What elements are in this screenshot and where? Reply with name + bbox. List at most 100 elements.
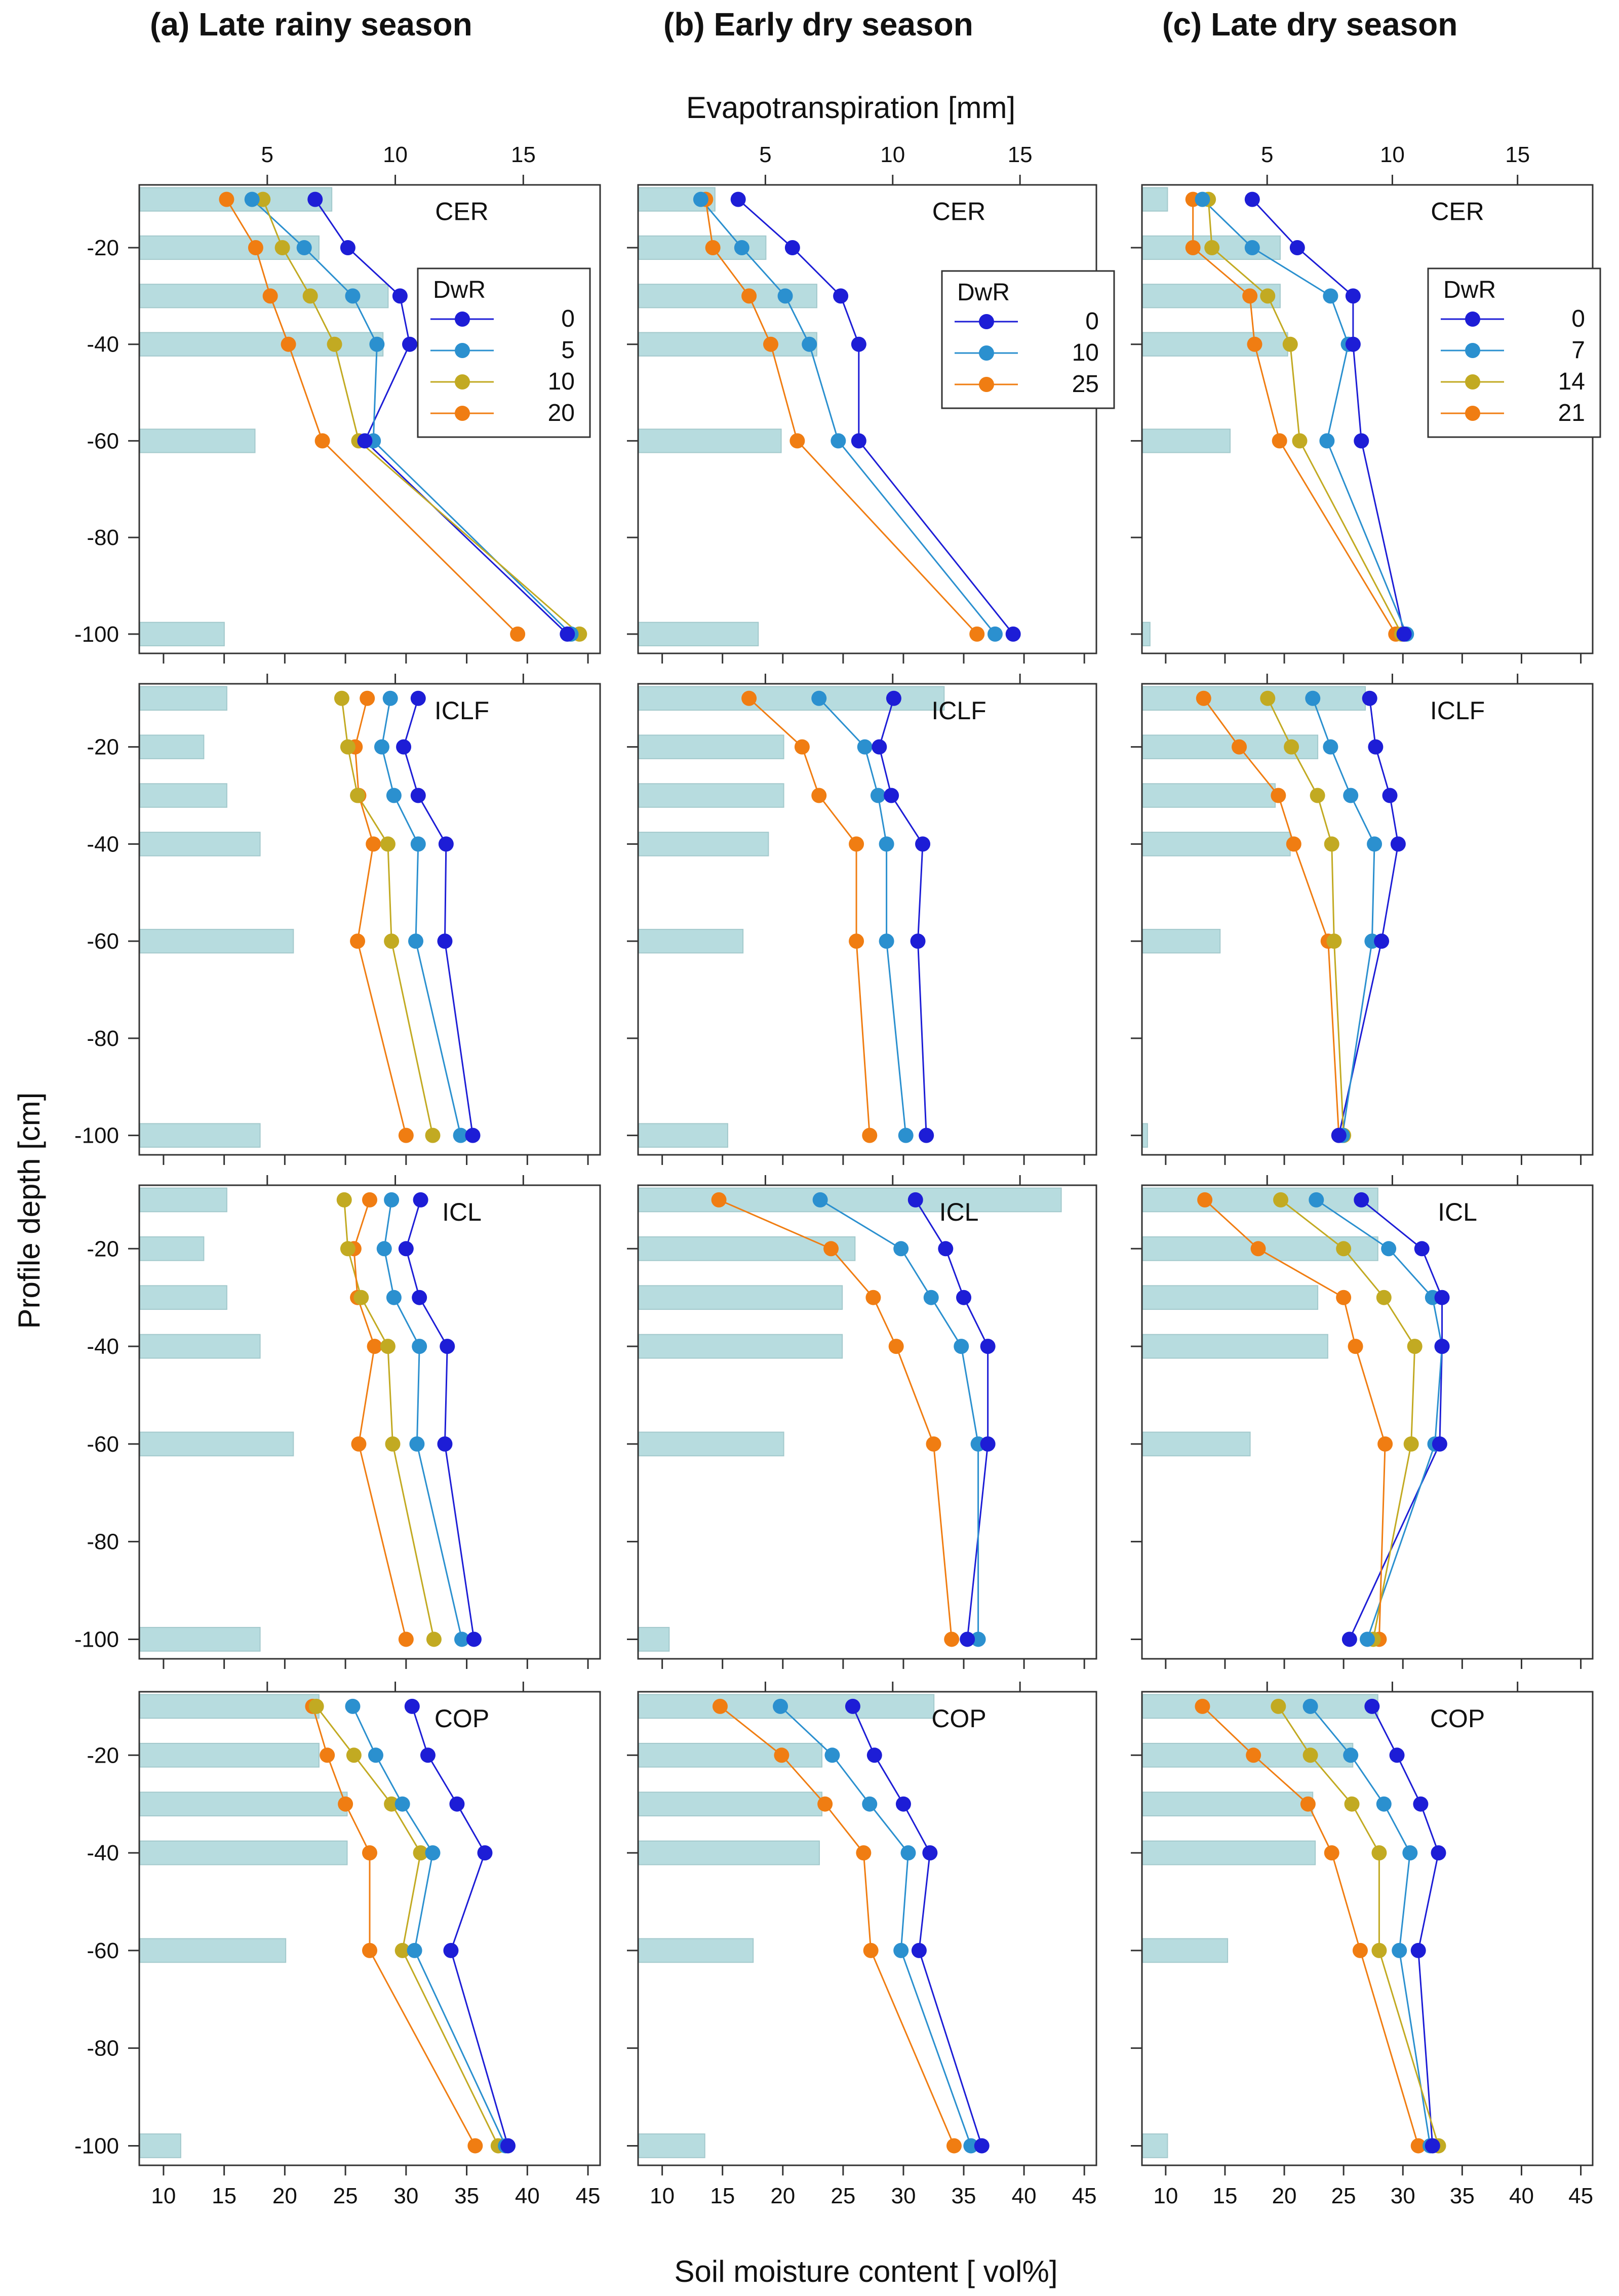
depth-tick-label: -40 bbox=[87, 832, 119, 857]
data-point-10 bbox=[879, 933, 894, 949]
data-point-20 bbox=[467, 2138, 483, 2154]
depth-tick-label: -20 bbox=[87, 1743, 119, 1768]
data-point-7 bbox=[1305, 690, 1321, 706]
data-point-14 bbox=[1403, 1436, 1419, 1452]
et-bar bbox=[1142, 1187, 1378, 1213]
data-point-14 bbox=[1260, 690, 1276, 706]
data-point-20 bbox=[398, 1631, 414, 1647]
panel-frame bbox=[1141, 1184, 1594, 1660]
data-point-10 bbox=[394, 1942, 410, 1958]
depth-tick-label: -60 bbox=[87, 929, 119, 954]
legend-title: DwR bbox=[957, 279, 1010, 306]
data-point-25 bbox=[705, 240, 721, 255]
series-line-0 bbox=[915, 1199, 989, 1640]
data-point-0 bbox=[980, 1436, 996, 1452]
et-bar bbox=[139, 1694, 320, 1719]
data-point-21 bbox=[1195, 1698, 1210, 1714]
data-point-0 bbox=[938, 1241, 954, 1257]
legend: DwR 0 10 25 bbox=[941, 270, 1115, 409]
depth-tick-label: -80 bbox=[87, 1026, 119, 1051]
sm-tick-label: 30 bbox=[393, 2184, 418, 2208]
et-bar bbox=[139, 686, 227, 711]
data-point-0 bbox=[980, 1339, 996, 1354]
data-point-25 bbox=[944, 1631, 960, 1647]
series-line-0 bbox=[737, 199, 1014, 635]
data-point-10 bbox=[350, 788, 366, 803]
data-point-0 bbox=[960, 1631, 975, 1647]
data-point-5 bbox=[374, 739, 389, 755]
site-label: ICL bbox=[442, 1198, 482, 1226]
data-point-0 bbox=[833, 288, 849, 304]
bottom-axis-title: Soil moisture content [ vol%] bbox=[674, 2254, 1057, 2288]
data-point-0 bbox=[974, 2138, 990, 2154]
legend-label-21: 21 bbox=[1558, 400, 1585, 426]
data-point-5 bbox=[376, 1241, 392, 1257]
data-point-0 bbox=[396, 739, 412, 755]
data-point-10 bbox=[802, 336, 817, 352]
data-point-20 bbox=[351, 1436, 367, 1452]
data-point-10 bbox=[340, 1241, 356, 1257]
data-point-10 bbox=[353, 1290, 369, 1305]
data-point-0 bbox=[357, 433, 373, 449]
panel-icl-1: -20 -40 -60 -80 -100 ICL bbox=[74, 1175, 601, 1669]
data-point-0 bbox=[845, 1698, 860, 1714]
sm-tick-label: 15 bbox=[212, 2184, 236, 2208]
data-point-25 bbox=[823, 1241, 839, 1257]
data-point-0 bbox=[1431, 1845, 1446, 1861]
series-line-0 bbox=[1349, 1199, 1443, 1640]
et-bar bbox=[638, 832, 769, 857]
panel-cop-2: 10 15 20 25 30 35 40 45 COP bbox=[627, 1682, 1097, 2208]
depth-tick-label: -80 bbox=[87, 525, 119, 550]
panel-frame bbox=[138, 683, 601, 1156]
data-point-7 bbox=[1343, 1747, 1359, 1763]
data-point-10 bbox=[380, 836, 396, 852]
data-point-10 bbox=[870, 788, 886, 803]
data-point-14 bbox=[1407, 1339, 1423, 1354]
data-point-7 bbox=[1319, 433, 1335, 449]
data-point-0 bbox=[413, 1192, 428, 1208]
et-bar bbox=[638, 783, 784, 808]
et-bar bbox=[139, 1742, 320, 1768]
series-line-14 bbox=[1207, 199, 1403, 635]
data-point-10 bbox=[384, 1796, 400, 1812]
data-point-5 bbox=[409, 1436, 425, 1452]
data-point-7 bbox=[1323, 739, 1338, 755]
series-line-21 bbox=[1203, 697, 1340, 1136]
series-line-7 bbox=[1202, 199, 1407, 635]
panel-icl-2: ICL bbox=[627, 1175, 1097, 1669]
data-point-10 bbox=[255, 191, 271, 207]
data-point-21 bbox=[1196, 690, 1211, 706]
data-point-21 bbox=[1352, 1942, 1368, 1958]
data-point-0 bbox=[730, 191, 746, 207]
panel-frame bbox=[637, 1691, 1097, 2166]
data-point-20 bbox=[360, 690, 375, 706]
panel-iclf-3: ICLF bbox=[1131, 674, 1594, 1165]
data-point-25 bbox=[856, 1845, 872, 1861]
data-point-21 bbox=[1324, 1845, 1339, 1861]
series-line-21 bbox=[1192, 199, 1397, 635]
et-bar bbox=[638, 1285, 843, 1310]
legend-swatch-dot bbox=[1465, 343, 1480, 358]
data-point-0 bbox=[420, 1747, 436, 1763]
site-label: CER bbox=[435, 197, 489, 225]
data-point-20 bbox=[510, 626, 526, 642]
data-point-0 bbox=[851, 336, 866, 352]
data-point-0 bbox=[500, 2138, 516, 2154]
legend-swatch-dot bbox=[455, 312, 470, 327]
data-point-20 bbox=[350, 933, 366, 949]
series-line-0 bbox=[314, 199, 568, 635]
data-point-5 bbox=[454, 1631, 469, 1647]
data-point-0 bbox=[437, 1436, 453, 1452]
series-line-10 bbox=[779, 1705, 972, 2146]
data-point-10 bbox=[970, 1631, 986, 1647]
data-point-10 bbox=[734, 240, 749, 255]
et-bar bbox=[1142, 2133, 1168, 2158]
legend-label-0: 0 bbox=[561, 305, 575, 332]
data-point-5 bbox=[412, 1339, 427, 1354]
data-point-14 bbox=[1336, 1241, 1352, 1257]
et-bar bbox=[1142, 1334, 1328, 1359]
data-point-0 bbox=[440, 1339, 455, 1354]
data-point-14 bbox=[1273, 1192, 1289, 1208]
panel-cer-1: -20 -40 -60 -80 -100 5 10 15 CER DwR 0 5 10 20 bbox=[74, 142, 601, 664]
panel-icl-3: ICL bbox=[1131, 1175, 1594, 1669]
